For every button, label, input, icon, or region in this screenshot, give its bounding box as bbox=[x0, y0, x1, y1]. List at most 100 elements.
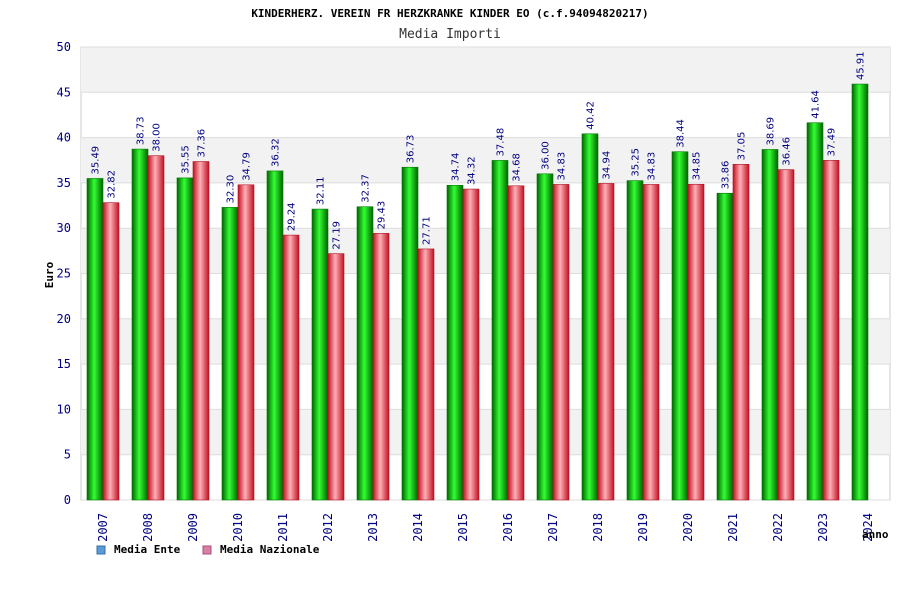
data-label: 36.46 bbox=[782, 137, 793, 166]
bar-media-nazionale bbox=[553, 184, 569, 500]
legend-swatch-media-ente bbox=[97, 546, 105, 554]
bar-media-ente bbox=[492, 160, 508, 500]
data-label: 34.79 bbox=[242, 152, 253, 181]
chart-title: KINDERHERZ. VEREIN FR HERZKRANKE KINDER … bbox=[251, 7, 648, 20]
legend-swatch-media-nazionale bbox=[203, 546, 211, 554]
data-label: 34.32 bbox=[467, 156, 478, 185]
data-label: 29.43 bbox=[377, 201, 388, 230]
bar-media-ente bbox=[627, 181, 643, 500]
data-label: 32.82 bbox=[107, 170, 118, 199]
bar-media-ente bbox=[267, 171, 283, 500]
bar-media-nazionale bbox=[193, 162, 209, 500]
x-tick-label: 2022 bbox=[771, 513, 785, 542]
bar-media-nazionale bbox=[463, 189, 479, 500]
data-label: 36.73 bbox=[406, 135, 417, 164]
data-label: 41.64 bbox=[811, 90, 822, 119]
y-tick-label: 45 bbox=[57, 85, 71, 99]
bar-media-ente bbox=[87, 178, 103, 500]
x-tick-label: 2023 bbox=[816, 513, 830, 542]
data-label: 36.00 bbox=[541, 141, 552, 170]
data-label: 45.91 bbox=[856, 51, 867, 80]
chart-subtitle: Media Importi bbox=[399, 27, 501, 42]
bar-media-ente bbox=[582, 134, 598, 500]
y-tick-label: 15 bbox=[57, 357, 71, 371]
data-label: 35.49 bbox=[91, 146, 102, 175]
bar-media-nazionale bbox=[103, 203, 119, 500]
bar-media-ente bbox=[762, 149, 778, 500]
bar-media-nazionale bbox=[778, 170, 794, 500]
bar-media-ente bbox=[852, 84, 868, 500]
x-tick-label: 2014 bbox=[411, 513, 425, 542]
bar-media-nazionale bbox=[688, 184, 704, 500]
data-label: 34.83 bbox=[647, 152, 658, 181]
x-tick-label: 2010 bbox=[231, 513, 245, 542]
bar-media-ente bbox=[537, 174, 553, 500]
bar-media-nazionale bbox=[328, 254, 344, 500]
x-tick-label: 2018 bbox=[591, 513, 605, 542]
data-label: 37.48 bbox=[496, 128, 507, 157]
bar-media-nazionale bbox=[508, 186, 524, 500]
x-tick-label: 2013 bbox=[366, 513, 380, 542]
y-tick-label: 0 bbox=[64, 493, 71, 507]
data-label: 34.83 bbox=[557, 152, 568, 181]
bar-media-ente bbox=[132, 149, 148, 500]
x-tick-label: 2019 bbox=[636, 513, 650, 542]
data-label: 34.68 bbox=[512, 153, 523, 182]
bar-media-nazionale bbox=[598, 183, 614, 500]
y-tick-label: 30 bbox=[57, 221, 71, 235]
data-label: 27.19 bbox=[332, 221, 343, 250]
y-tick-label: 5 bbox=[64, 448, 71, 462]
plot-band bbox=[81, 47, 890, 92]
data-label: 37.49 bbox=[827, 128, 838, 157]
data-label: 32.30 bbox=[226, 175, 237, 204]
data-label: 32.37 bbox=[361, 174, 372, 203]
bar-media-nazionale bbox=[643, 184, 659, 500]
x-axis-label: anno bbox=[862, 528, 889, 541]
data-label: 35.55 bbox=[181, 145, 192, 174]
bar-media-ente bbox=[222, 207, 238, 500]
data-label: 38.00 bbox=[152, 123, 163, 152]
bar-media-nazionale bbox=[733, 164, 749, 500]
x-tick-label: 2021 bbox=[726, 513, 740, 542]
bar-media-ente bbox=[717, 193, 733, 500]
data-label: 38.69 bbox=[766, 117, 777, 146]
legend-label-media-ente: Media Ente bbox=[114, 543, 181, 556]
y-axis-label: Euro bbox=[43, 261, 56, 288]
data-label: 32.11 bbox=[316, 176, 327, 205]
bar-media-nazionale bbox=[373, 233, 389, 500]
data-label: 37.05 bbox=[737, 132, 748, 161]
data-label: 27.71 bbox=[422, 216, 433, 245]
y-tick-label: 20 bbox=[57, 312, 71, 326]
bar-media-nazionale bbox=[238, 185, 254, 500]
y-tick-label: 25 bbox=[57, 267, 71, 281]
x-tick-label: 2016 bbox=[501, 513, 515, 542]
legend-label-media-nazionale: Media Nazionale bbox=[220, 543, 320, 556]
data-label: 34.85 bbox=[692, 152, 703, 181]
data-label: 35.25 bbox=[631, 148, 642, 177]
y-tick-label: 10 bbox=[57, 402, 71, 416]
data-label: 38.73 bbox=[136, 116, 147, 145]
data-label: 29.24 bbox=[287, 202, 298, 231]
y-tick-label: 40 bbox=[57, 131, 71, 145]
data-label: 34.94 bbox=[602, 151, 613, 180]
bar-media-ente bbox=[357, 207, 373, 500]
data-label: 33.86 bbox=[721, 161, 732, 190]
data-label: 36.32 bbox=[271, 138, 282, 167]
x-tick-label: 2008 bbox=[141, 513, 155, 542]
bar-media-ente bbox=[447, 185, 463, 500]
x-tick-label: 2017 bbox=[546, 513, 560, 542]
bar-media-ente bbox=[312, 209, 328, 500]
chart: KINDERHERZ. VEREIN FR HERZKRANKE KINDER … bbox=[0, 0, 900, 600]
data-label: 34.74 bbox=[451, 153, 462, 182]
bar-media-nazionale bbox=[823, 160, 839, 500]
data-label: 37.36 bbox=[197, 129, 208, 158]
y-tick-label: 50 bbox=[57, 40, 71, 54]
y-axis-ticks: 0 5 10 15 20 25 30 35 40 45 50 bbox=[57, 40, 71, 507]
bar-media-ente bbox=[672, 152, 688, 500]
x-tick-label: 2009 bbox=[186, 513, 200, 542]
bar-media-ente bbox=[177, 178, 193, 500]
x-tick-label: 2020 bbox=[681, 513, 695, 542]
bar-media-ente bbox=[807, 123, 823, 500]
y-tick-label: 35 bbox=[57, 176, 71, 190]
data-label: 40.42 bbox=[586, 101, 597, 130]
